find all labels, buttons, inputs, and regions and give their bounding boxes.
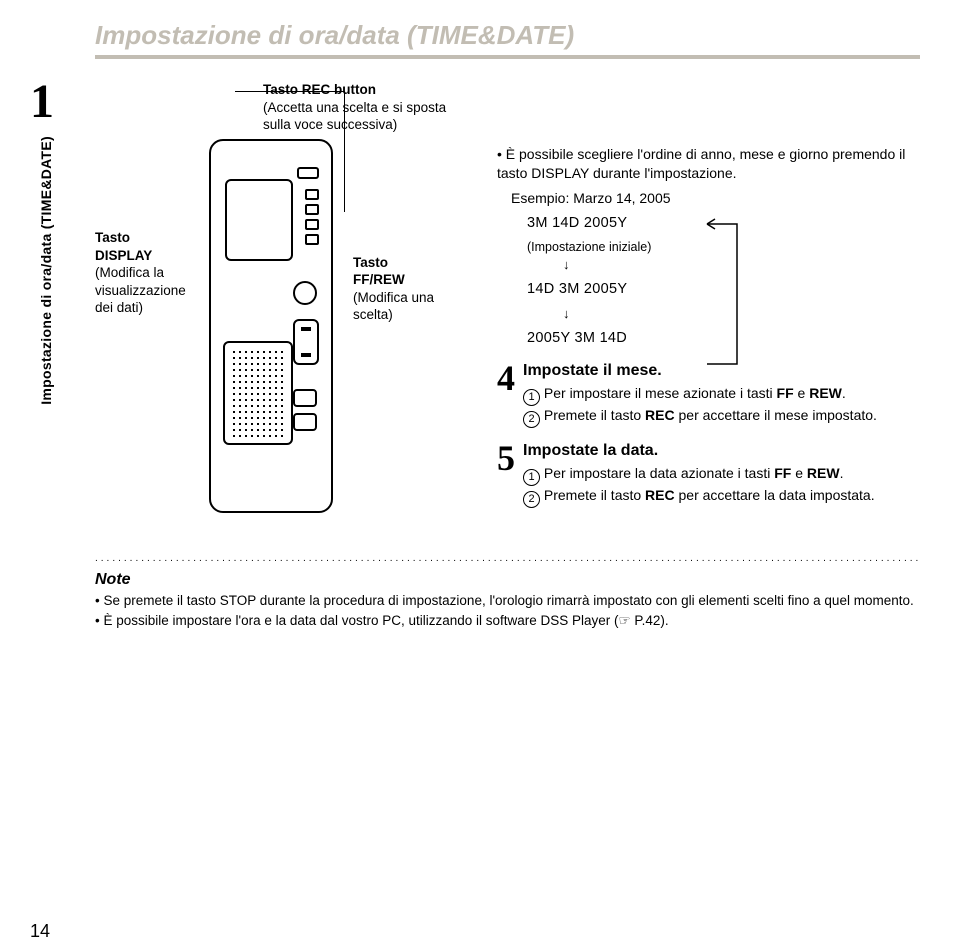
ffrew-desc: (Modifica unascelta) — [353, 290, 434, 323]
note-2-text: È possibile impostare l'ora e la data da… — [103, 613, 668, 628]
circled-2-icon: 2 — [523, 491, 540, 508]
page-number: 14 — [30, 921, 50, 942]
page-title: Impostazione di ora/data (TIME&DATE) — [95, 20, 920, 51]
ffrew-button-caption: TastoFF/REW (Modifica unascelta) — [353, 254, 483, 324]
step-5-item-1: 1 Per impostare la data azionate i tasti… — [523, 464, 920, 486]
display-button-caption: TastoDISPLAY (Modifica lavisualizzazione… — [95, 229, 195, 317]
notes-heading: Note — [95, 568, 920, 591]
cycle-loop-icon — [697, 218, 747, 368]
rec-button-icon — [293, 281, 317, 305]
display-heading: TastoDISPLAY — [95, 230, 152, 263]
title-rule — [95, 55, 920, 59]
vertical-section-label: Impostazione di ora/data (TIME&DATE) — [38, 136, 54, 405]
note-item-2: • È possibile impostare l'ora e la data … — [95, 611, 920, 631]
step-5-title: Impostate la data. — [523, 440, 920, 462]
info-bullet-text: È possibile scegliere l'ordine di anno, … — [497, 146, 905, 181]
display-desc: (Modifica lavisualizzazionedei dati) — [95, 265, 186, 315]
note-1-text: Se premete il tasto STOP durante la proc… — [103, 593, 913, 608]
dotted-rule: ........................................… — [95, 553, 920, 564]
step-5-item-2: 2 Premete il tasto REC per accettare la … — [523, 486, 920, 508]
display-button-icon — [293, 389, 317, 407]
note-item-1: • Se premete il tasto STOP durante la pr… — [95, 591, 920, 611]
chapter-number: 1 — [30, 74, 54, 129]
step-number-4: 4 — [497, 360, 515, 428]
circled-1-icon: 1 — [523, 389, 540, 406]
step-4-item-2: 2 Premete il tasto REC per accettare il … — [523, 406, 920, 428]
circled-1-icon: 1 — [523, 469, 540, 486]
ff-rew-rocker-icon — [293, 319, 319, 365]
info-bullet: • È possibile scegliere l'ordine di anno… — [497, 145, 920, 183]
step-4-item-1: 1 Per impostare il mese azionate i tasti… — [523, 384, 920, 406]
example-label: Esempio: Marzo 14, 2005 — [497, 189, 920, 208]
ffrew-heading: TastoFF/REW — [353, 255, 405, 288]
leader-line-rec — [235, 91, 345, 92]
circled-2-icon: 2 — [523, 411, 540, 428]
device-illustration — [209, 139, 333, 513]
step-number-5: 5 — [497, 440, 515, 508]
